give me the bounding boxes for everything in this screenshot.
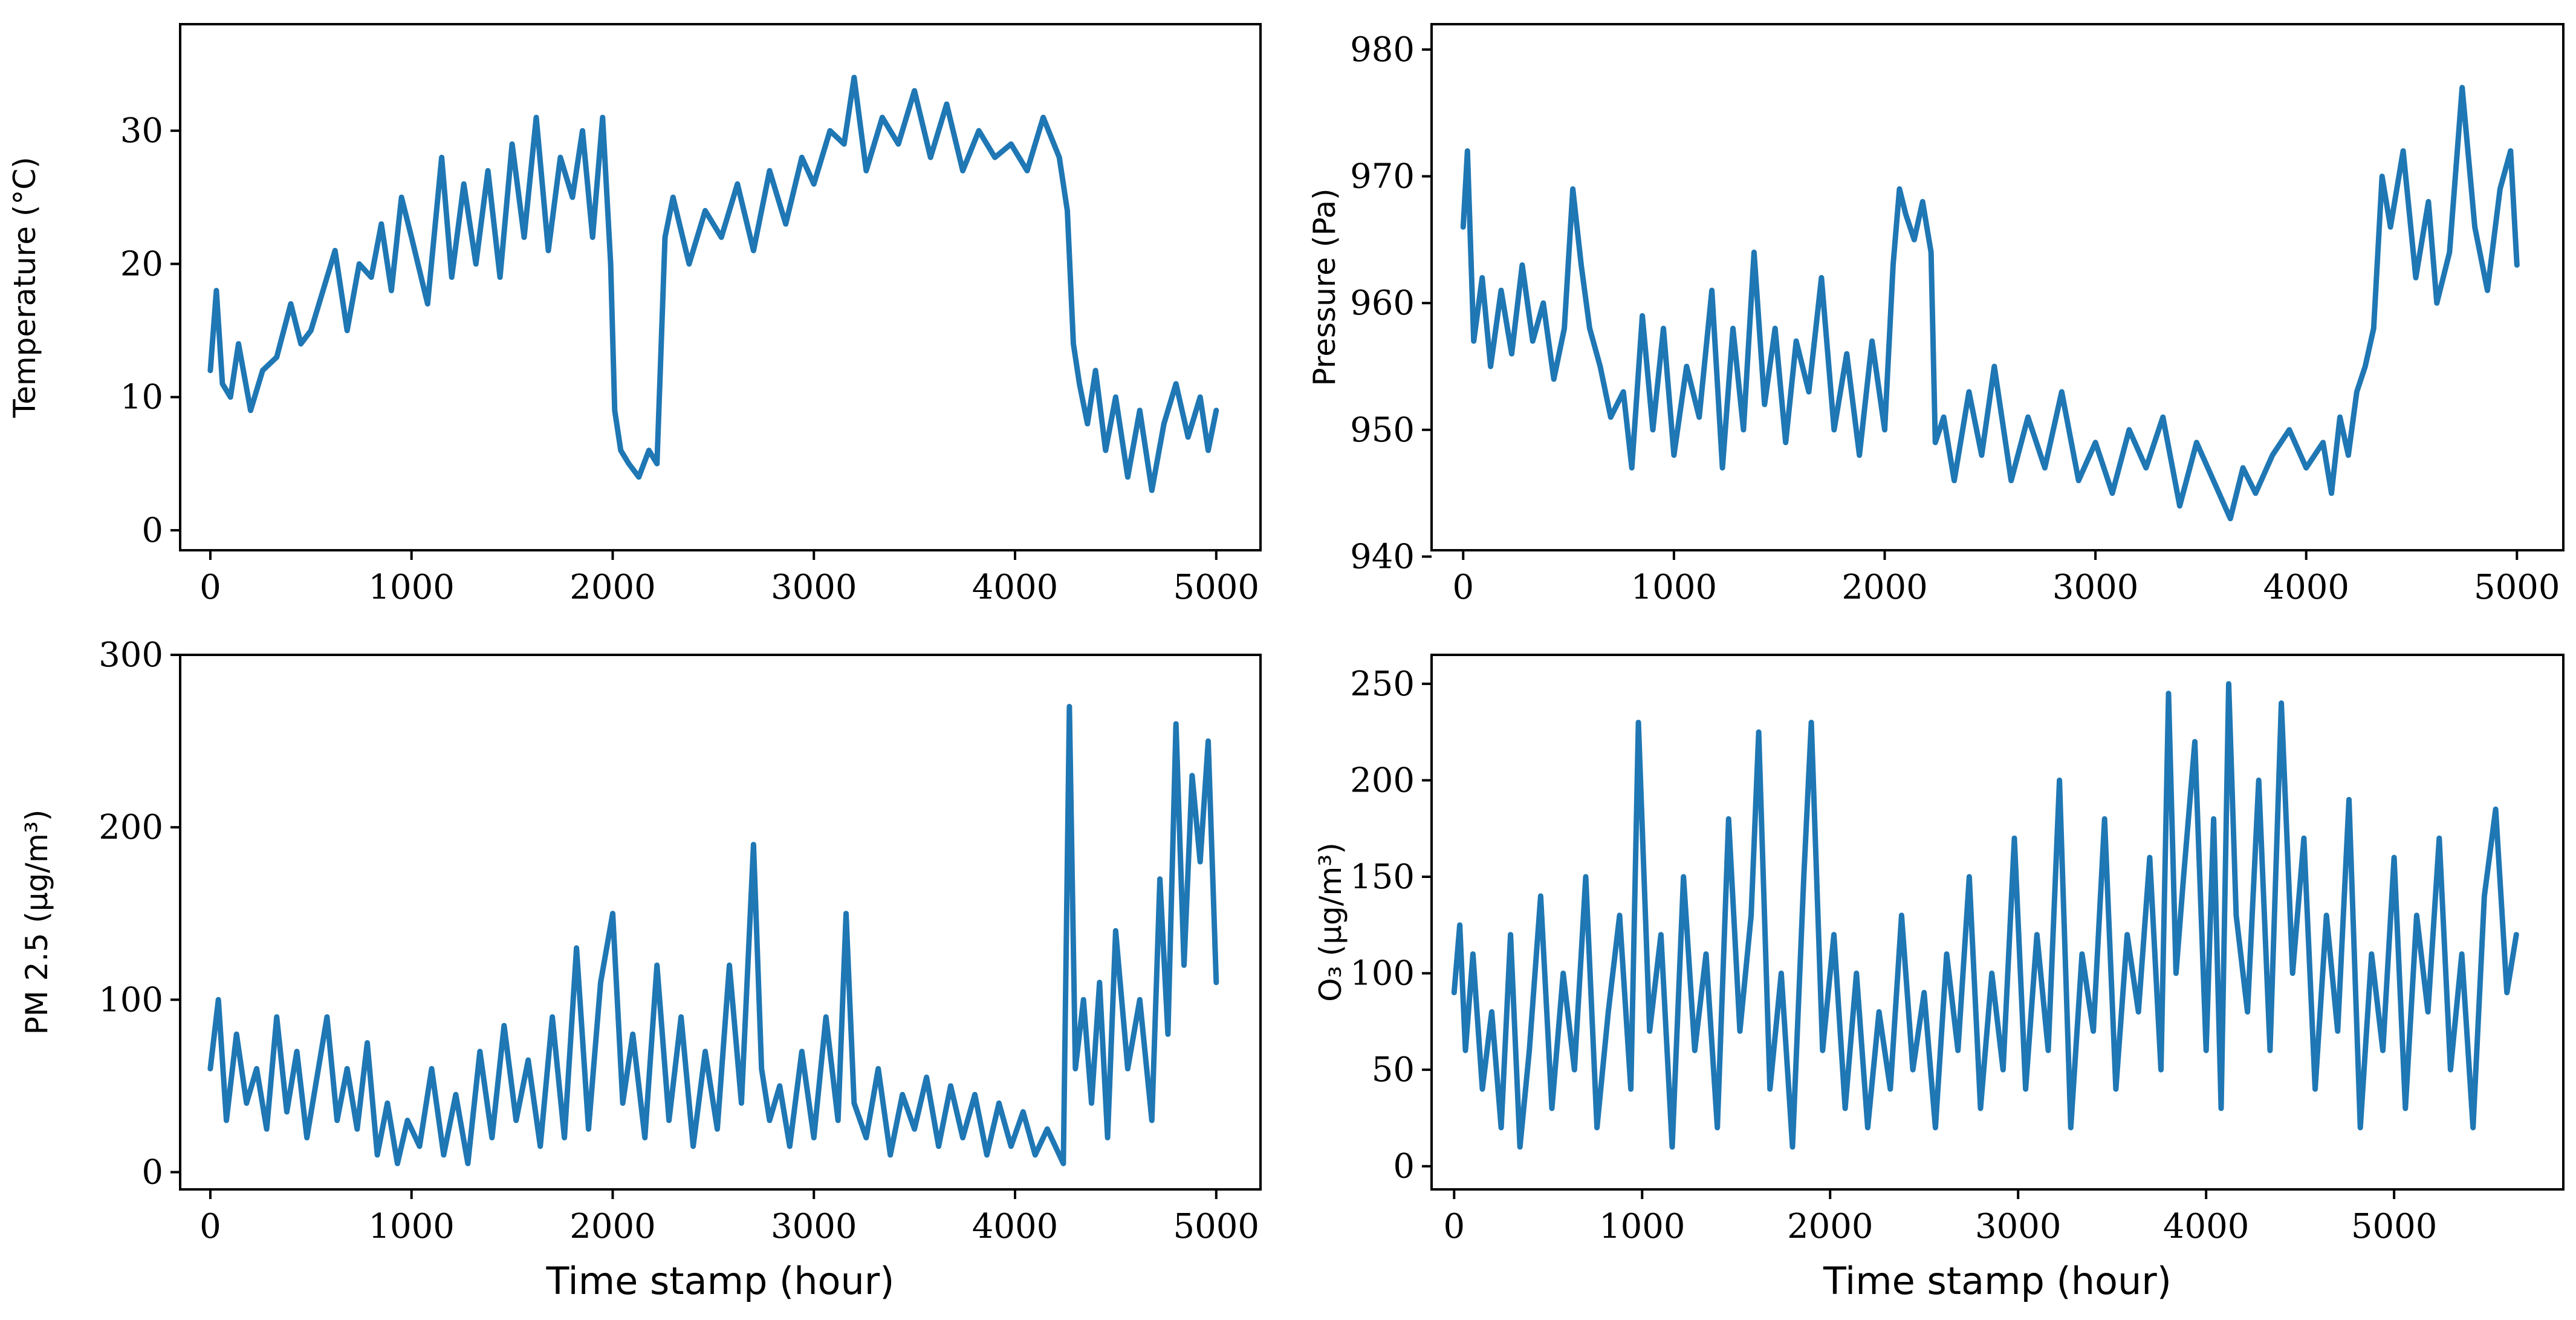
x-tick-label: 1000 xyxy=(368,568,455,607)
axes-frame xyxy=(179,23,1262,551)
x-tick-label: 3000 xyxy=(771,1207,857,1246)
axes-frame xyxy=(179,654,1262,1191)
plot-layer: 0 1000 2000 3000 4000 5000 0 100 200 300 xyxy=(99,636,1262,1246)
y-tick-label: 950 xyxy=(1350,411,1415,450)
x-tick-label: 0 xyxy=(1443,1207,1465,1246)
y-tick-label: 970 xyxy=(1350,157,1415,197)
subplot-ozone: 0 1000 2000 3000 4000 5000 0 50 100 150 200 250 O₃ … xyxy=(1313,654,2565,1303)
y-tick-label: 200 xyxy=(1350,761,1415,800)
x-tick-label: 3000 xyxy=(2052,568,2139,607)
y-axis-label: PM 2.5 (μg/m³) xyxy=(19,810,54,1035)
series-line-0 xyxy=(207,704,1219,1166)
x-tick-label: 5000 xyxy=(2474,568,2560,607)
y-tick-label: 100 xyxy=(1350,954,1415,993)
y-tick-label: 50 xyxy=(1372,1050,1415,1090)
plot-layer: 0 1000 2000 3000 4000 5000 0 50 100 150 200 250 xyxy=(1350,654,2565,1246)
subplot-pm25: 0 1000 2000 3000 4000 5000 0 100 200 300 PM 2.5 (… xyxy=(19,636,1262,1303)
x-tick-label: 1000 xyxy=(1599,1207,1685,1246)
x-tick-label: 4000 xyxy=(972,568,1059,607)
x-tick-label: 0 xyxy=(200,568,221,607)
axes-frame xyxy=(1430,654,2565,1191)
y-tick-label: 0 xyxy=(1393,1147,1415,1186)
x-tick-label: 2000 xyxy=(1841,568,1928,607)
series-line-0 xyxy=(1460,85,2520,522)
subplot-temperature: 0 1000 2000 3000 4000 5000 0 10 20 30 Temperature… xyxy=(7,23,1262,607)
y-tick-label: 200 xyxy=(99,808,163,847)
y-tick-label: 250 xyxy=(1350,665,1415,704)
x-tick-label: 3000 xyxy=(1975,1207,2062,1246)
y-tick-label: 0 xyxy=(141,511,163,550)
x-axis-label: Time stamp (hour) xyxy=(546,1259,895,1303)
y-tick-label: 10 xyxy=(120,378,163,417)
y-tick-label: 30 xyxy=(120,111,163,151)
x-tick-label: 3000 xyxy=(771,568,857,607)
plot-layer: 0 1000 2000 3000 4000 5000 940 950 960 970 980 xyxy=(1350,23,2565,607)
y-tick-label: 960 xyxy=(1350,284,1415,323)
x-axis-label: Time stamp (hour) xyxy=(1823,1259,2172,1303)
plot-layer: 0 1000 2000 3000 4000 5000 0 10 20 30 xyxy=(120,23,1262,607)
y-tick-label: 940 xyxy=(1350,537,1415,576)
y-tick-label: 20 xyxy=(120,244,163,284)
subplot-pressure: 0 1000 2000 3000 4000 5000 940 950 960 970 980 Pre… xyxy=(1307,23,2565,607)
y-axis-label: Temperature (°C) xyxy=(7,157,42,418)
x-tick-label: 1000 xyxy=(368,1207,455,1246)
x-tick-label: 4000 xyxy=(972,1207,1059,1246)
y-tick-label: 100 xyxy=(99,980,163,1019)
x-tick-label: 0 xyxy=(200,1207,221,1246)
y-tick-label: 980 xyxy=(1350,30,1415,70)
x-tick-label: 2000 xyxy=(1787,1207,1874,1246)
x-tick-label: 5000 xyxy=(1173,1207,1260,1246)
y-tick-label: 150 xyxy=(1350,857,1415,897)
x-tick-label: 4000 xyxy=(2263,568,2349,607)
y-tick-label: 300 xyxy=(99,636,163,675)
series-line-0 xyxy=(1451,681,2519,1150)
x-tick-label: 5000 xyxy=(2351,1207,2438,1246)
x-tick-label: 2000 xyxy=(569,568,656,607)
y-axis-label: Pressure (Pa) xyxy=(1307,189,1342,386)
x-tick-label: 1000 xyxy=(1631,568,1718,607)
y-tick-label: 0 xyxy=(141,1153,163,1192)
y-axis-label: O₃ (μg/m³) xyxy=(1313,842,1348,1001)
series-line-0 xyxy=(207,74,1219,493)
x-tick-label: 4000 xyxy=(2163,1207,2250,1246)
x-tick-label: 2000 xyxy=(569,1207,656,1246)
x-tick-label: 5000 xyxy=(1173,568,1260,607)
axes-frame xyxy=(1430,23,2565,551)
x-tick-label: 0 xyxy=(1452,568,1474,607)
